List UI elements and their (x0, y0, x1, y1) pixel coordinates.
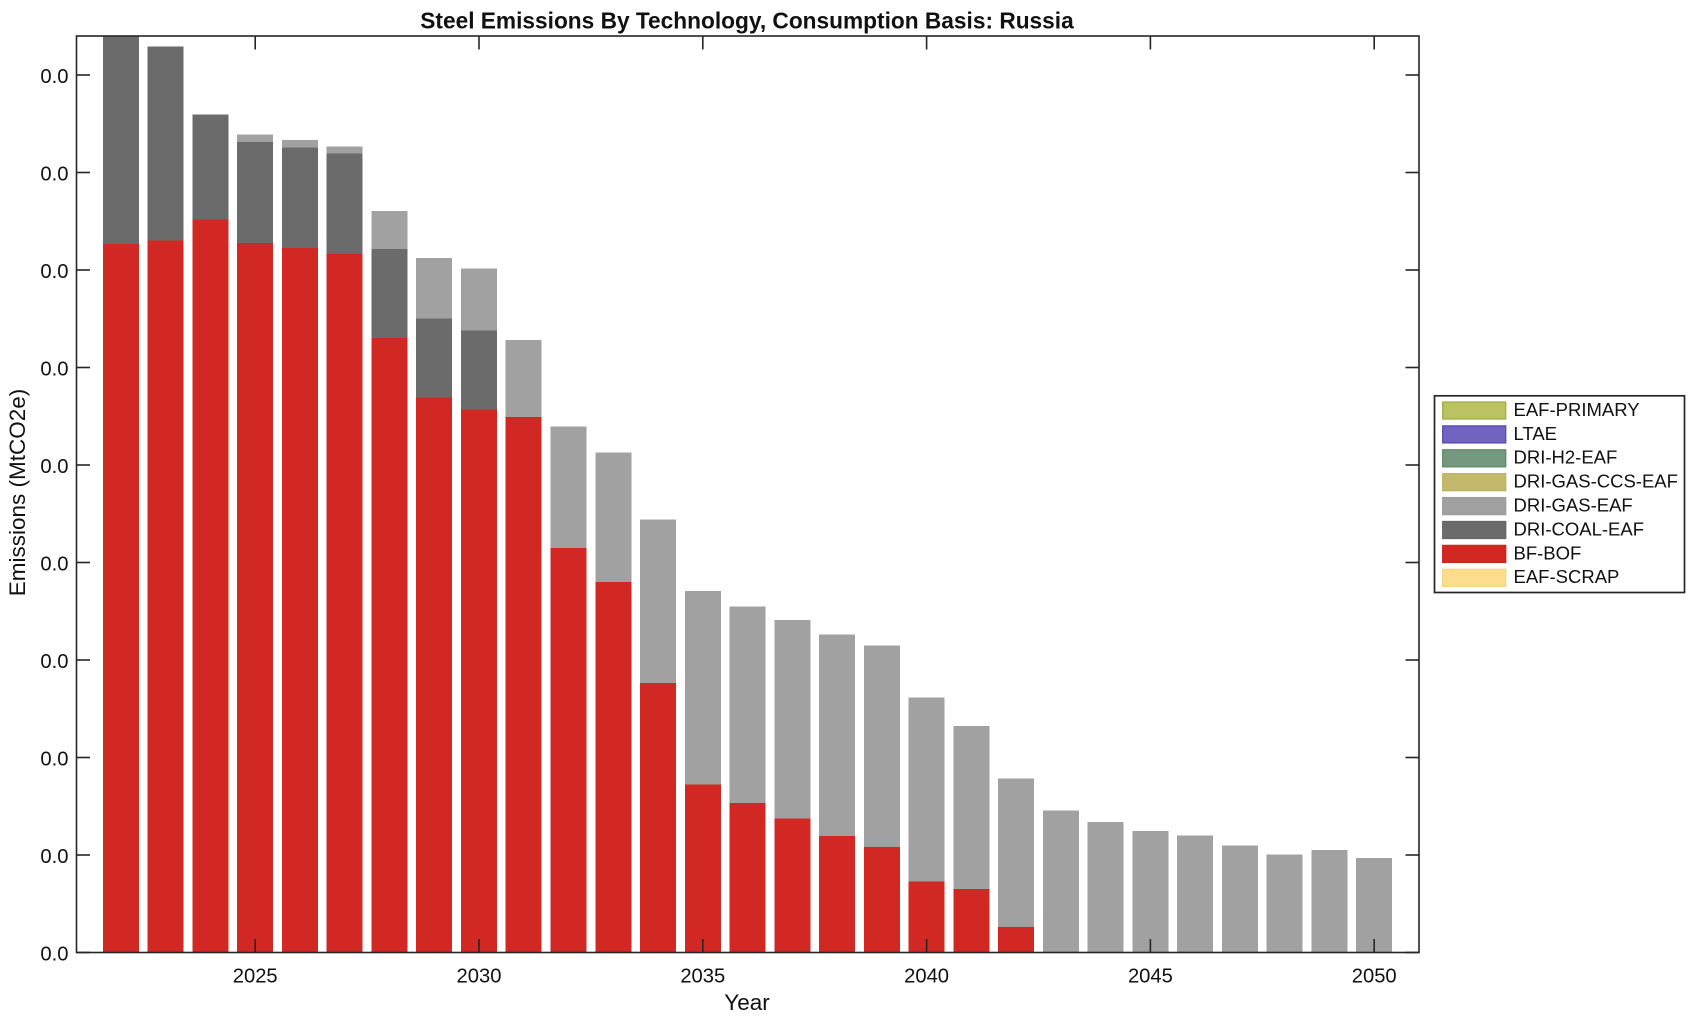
svg-text:2025: 2025 (233, 965, 278, 987)
svg-text:2035: 2035 (680, 965, 725, 987)
svg-text:0.0: 0.0 (40, 261, 68, 283)
svg-text:EAF-SCRAP: EAF-SCRAP (1514, 566, 1620, 587)
svg-text:0.0: 0.0 (40, 66, 68, 88)
svg-text:2045: 2045 (1128, 965, 1173, 987)
svg-text:2030: 2030 (457, 965, 502, 987)
svg-text:0.0: 0.0 (40, 944, 68, 966)
svg-text:EAF-PRIMARY: EAF-PRIMARY (1514, 399, 1640, 420)
svg-text:DRI-GAS-CCS-EAF: DRI-GAS-CCS-EAF (1514, 471, 1678, 492)
svg-text:0.0: 0.0 (40, 749, 68, 771)
svg-text:DRI-H2-EAF: DRI-H2-EAF (1514, 447, 1618, 468)
svg-text:0.0: 0.0 (40, 359, 68, 381)
svg-text:2050: 2050 (1352, 965, 1397, 987)
svg-text:DRI-GAS-EAF: DRI-GAS-EAF (1514, 495, 1633, 516)
svg-text:0.0: 0.0 (40, 164, 68, 186)
svg-text:2040: 2040 (904, 965, 949, 987)
svg-text:Steel Emissions By Technology,: Steel Emissions By Technology, Consumpti… (420, 7, 1074, 33)
svg-text:0.0: 0.0 (40, 456, 68, 478)
svg-text:Year: Year (724, 990, 770, 1015)
svg-text:0.0: 0.0 (40, 554, 68, 576)
svg-text:Emissions (MtCO2e): Emissions (MtCO2e) (5, 389, 30, 597)
svg-text:DRI-COAL-EAF: DRI-COAL-EAF (1514, 518, 1645, 539)
svg-text:LTAE: LTAE (1514, 423, 1558, 444)
svg-text:0.0: 0.0 (40, 846, 68, 868)
svg-text:0.0: 0.0 (40, 651, 68, 673)
svg-text:BF-BOF: BF-BOF (1514, 542, 1582, 563)
